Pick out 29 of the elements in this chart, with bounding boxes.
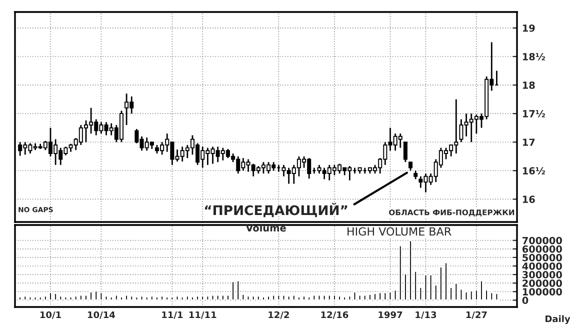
y-tick-label: 18 — [522, 82, 535, 89]
y-tick-label: 600000 — [522, 245, 562, 253]
y-tick-label: 400000 — [522, 262, 562, 270]
annotation: “ПРИСЕДАЮЩИЙ” — [204, 202, 348, 218]
y-tick-label: 500000 — [522, 254, 562, 262]
y-tick-label: 300000 — [522, 271, 562, 278]
candlestick — [403, 141, 408, 163]
y-tick-label: 100000 — [522, 288, 562, 296]
y-tick-label: 19 — [522, 24, 535, 32]
x-tick-label: 1997 — [378, 311, 402, 318]
x-tick-label: 11/1 — [162, 311, 183, 319]
text: Daily — [546, 315, 570, 324]
x-tick-label: 12/16 — [321, 311, 348, 319]
x-tick-label: 10/14 — [88, 311, 115, 319]
y-tick-label: 200000 — [522, 280, 562, 287]
y-tick-label: 0 — [522, 296, 528, 304]
x-tick-label: 1/13 — [416, 311, 436, 319]
chart-title: Volume — [246, 224, 286, 232]
x-tick-label: 12/2 — [268, 311, 289, 319]
y-tick-label: 700000 — [522, 236, 562, 244]
x-tick-label: 10/1 — [40, 311, 61, 319]
annotation: HIGH VOLUME BAR — [348, 227, 452, 236]
y-tick-label: 16 — [522, 196, 535, 204]
y-tick-label: 16½ — [522, 167, 545, 174]
y-tick-label: 17½ — [522, 110, 545, 118]
y-tick-label: 17 — [522, 138, 535, 146]
y-tick-label: 18½ — [522, 52, 545, 60]
x-tick-label: 11/11 — [189, 311, 216, 319]
x-tick-label: 1/27 — [466, 311, 487, 319]
